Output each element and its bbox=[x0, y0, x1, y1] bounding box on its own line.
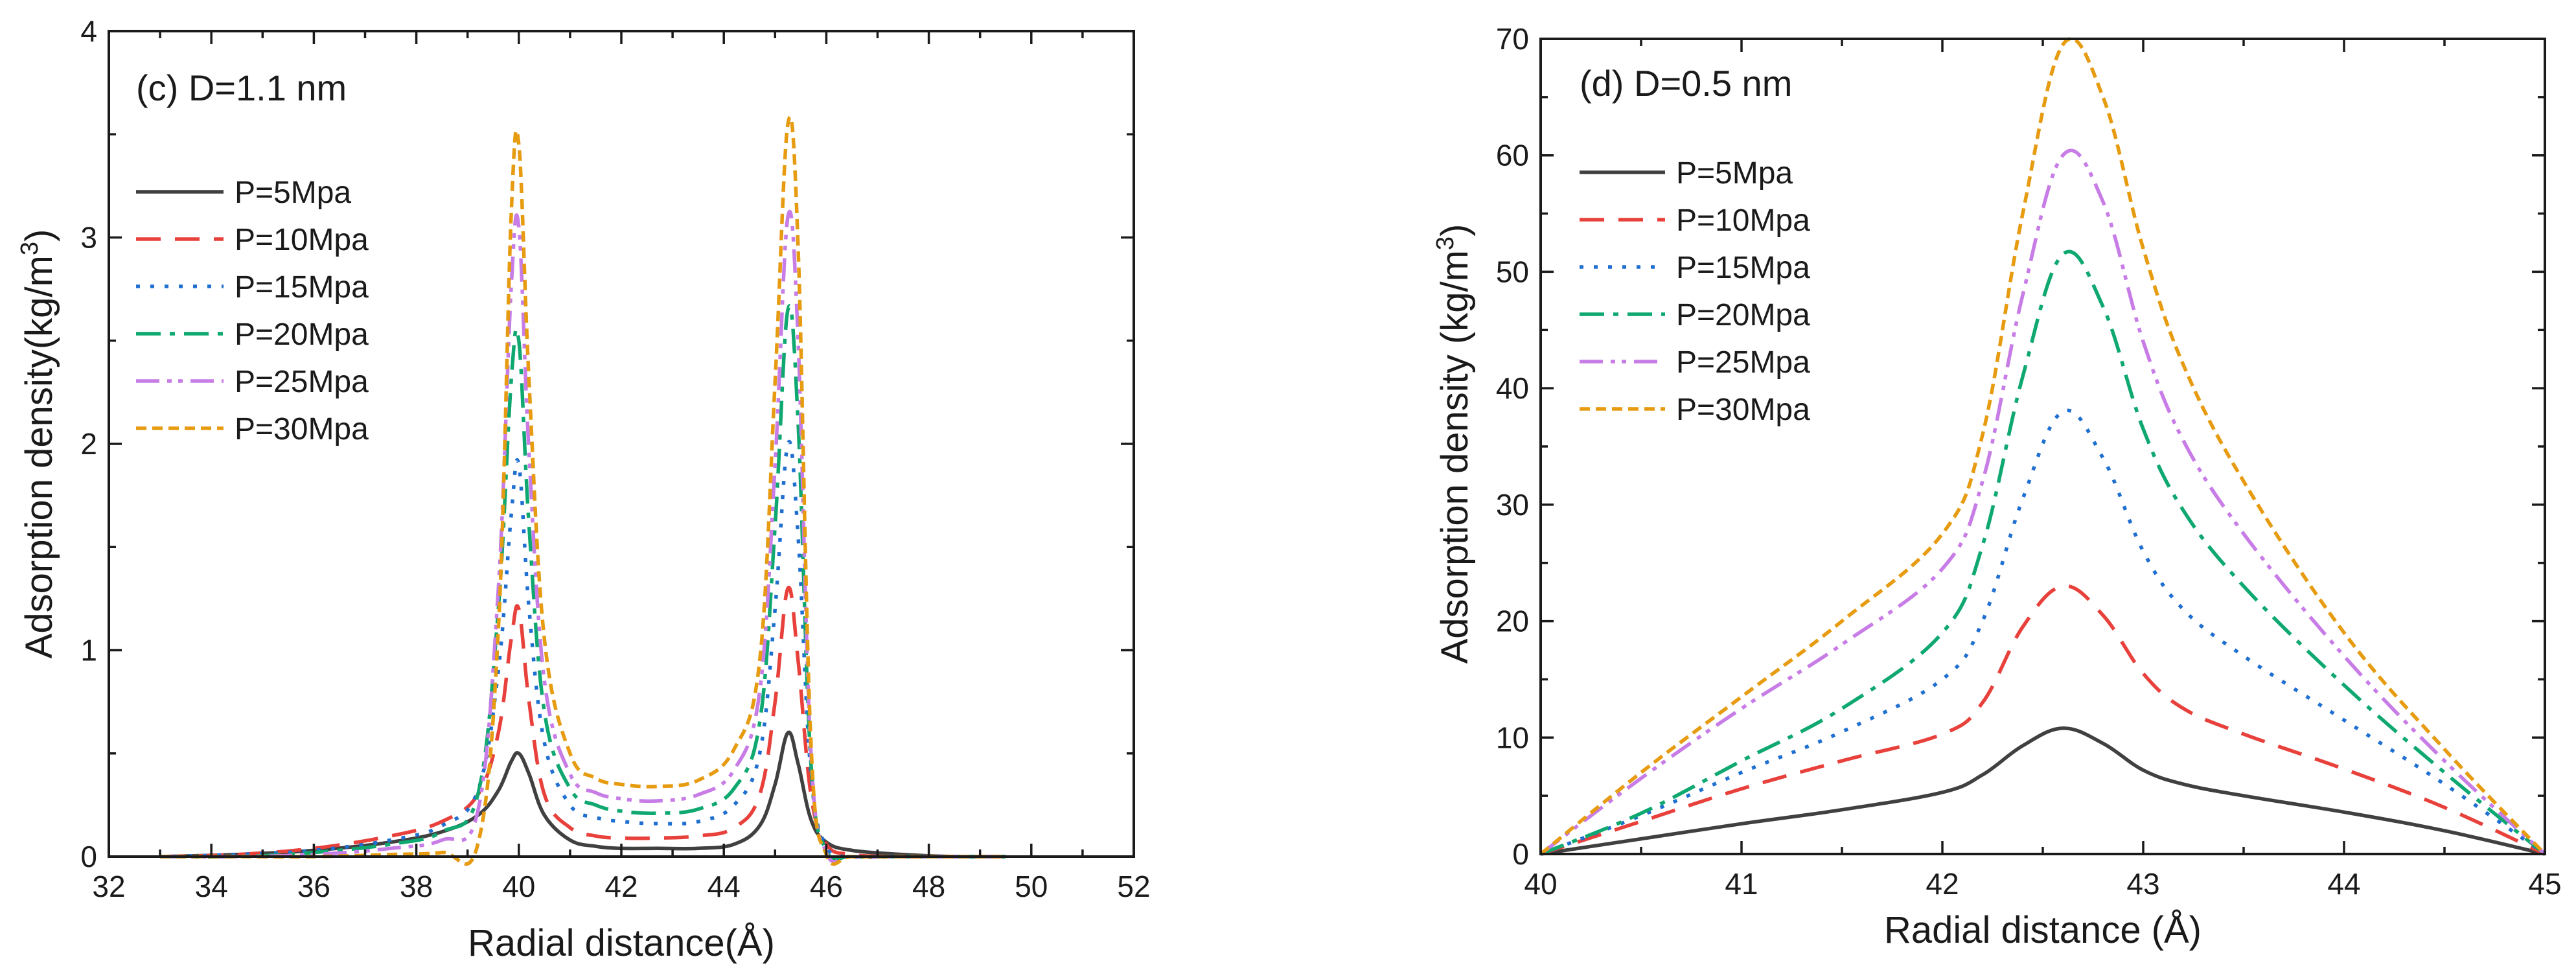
x-tick-label: 42 bbox=[604, 870, 638, 903]
x-tick-label: 42 bbox=[1926, 867, 1959, 901]
y-axis-title-superscript: 3 bbox=[1432, 237, 1459, 250]
legend-label: P=10Mpa bbox=[1676, 203, 1810, 238]
series-line-p-15mpa bbox=[1540, 408, 2546, 856]
panel-title: (d) D=0.5 nm bbox=[1580, 63, 1792, 104]
legend-label: P=25Mpa bbox=[235, 365, 369, 399]
series-line-p-10mpa bbox=[1540, 584, 2546, 856]
panel-title: (c) D=1.1 nm bbox=[136, 67, 347, 108]
legend-label: P=25Mpa bbox=[1676, 345, 1810, 380]
x-tick-label: 46 bbox=[810, 870, 843, 903]
y-tick-label: 60 bbox=[1496, 139, 1529, 172]
x-tick-label: 50 bbox=[1015, 870, 1048, 903]
y-axis-title-tail: ) bbox=[18, 229, 60, 242]
legend-label: P=15Mpa bbox=[235, 270, 369, 305]
y-tick-label: 3 bbox=[80, 221, 97, 255]
legend-label: P=15Mpa bbox=[1676, 251, 1810, 285]
y-axis-title-text: Adsorption density (kg/m bbox=[1434, 250, 1476, 664]
y-axis-title: Adsorption density(kg/m3) bbox=[16, 229, 60, 659]
y-tick-label: 0 bbox=[1512, 837, 1529, 871]
y-axis-title-superscript: 3 bbox=[16, 242, 43, 255]
legend-label: P=20Mpa bbox=[235, 318, 369, 352]
x-tick-label: 44 bbox=[2327, 867, 2360, 901]
x-tick-label: 52 bbox=[1117, 870, 1150, 903]
legend: P=5Mpa P=10Mpa P=15Mpa P=20Mpa P=25Mpa P=30Mp… bbox=[1580, 156, 1810, 427]
y-tick-label: 40 bbox=[1496, 371, 1529, 405]
x-tick-label: 36 bbox=[297, 870, 330, 903]
series-line-p-15mpa bbox=[160, 440, 1006, 860]
series-line-p-20mpa bbox=[1539, 249, 2546, 856]
y-tick-label: 2 bbox=[80, 427, 97, 461]
x-tick-label: 34 bbox=[195, 870, 228, 903]
series-line-p-30mpa bbox=[160, 115, 1006, 866]
series-line-p-25mpa bbox=[1539, 148, 2546, 856]
x-tick-label: 40 bbox=[1524, 867, 1557, 901]
x-tick-label: 40 bbox=[502, 870, 535, 903]
y-tick-label: 50 bbox=[1496, 255, 1529, 288]
x-tick-label: 41 bbox=[1725, 867, 1758, 901]
y-axis-title-text: Adsorption density(kg/m bbox=[18, 255, 60, 658]
x-tick-label: 38 bbox=[400, 870, 433, 903]
y-axis-title-tail: ) bbox=[1434, 224, 1476, 237]
y-tick-label: 4 bbox=[80, 14, 97, 48]
x-axis-title: Radial distance (Å) bbox=[1884, 909, 2202, 951]
y-axis-title: Adsorption density (kg/m3) bbox=[1432, 224, 1476, 664]
legend-label: P=30Mpa bbox=[235, 412, 369, 446]
y-tick-label: 20 bbox=[1496, 605, 1529, 638]
legend-label: P=5Mpa bbox=[1676, 156, 1793, 191]
series-line-p-5mpa bbox=[160, 730, 1006, 859]
legend-label: P=20Mpa bbox=[1676, 298, 1810, 332]
y-tick-label: 0 bbox=[80, 840, 97, 873]
legend: P=5Mpa P=10Mpa P=15Mpa P=20Mpa P=25Mpa P=30Mp… bbox=[136, 176, 369, 446]
y-tick-label: 10 bbox=[1496, 721, 1529, 754]
y-tick-label: 1 bbox=[80, 634, 97, 667]
x-tick-label: 48 bbox=[912, 870, 945, 903]
x-axis-title: Radial distance(Å) bbox=[468, 922, 775, 964]
chart-panel-d: 40 41 42 43 44 45 0 10 20 30 40 50 60 70 (d) D=0.5 nm R… bbox=[1432, 22, 2562, 951]
y-tick-label: 30 bbox=[1496, 488, 1529, 522]
legend-label: P=30Mpa bbox=[1676, 393, 1810, 427]
series-line-p-5mpa bbox=[1540, 726, 2546, 856]
x-tick-label: 32 bbox=[92, 870, 125, 903]
x-tick-label: 44 bbox=[707, 870, 741, 903]
series-line-p-25mpa bbox=[160, 209, 1006, 864]
x-tick-label: 45 bbox=[2528, 867, 2561, 901]
legend-label: P=10Mpa bbox=[235, 223, 369, 257]
x-tick-label: 43 bbox=[2126, 867, 2159, 901]
series-line-p-10mpa bbox=[160, 585, 1006, 859]
legend-label: P=5Mpa bbox=[235, 176, 351, 210]
series-line-p-30mpa bbox=[1539, 36, 2546, 856]
y-tick-label: 70 bbox=[1496, 22, 1529, 56]
